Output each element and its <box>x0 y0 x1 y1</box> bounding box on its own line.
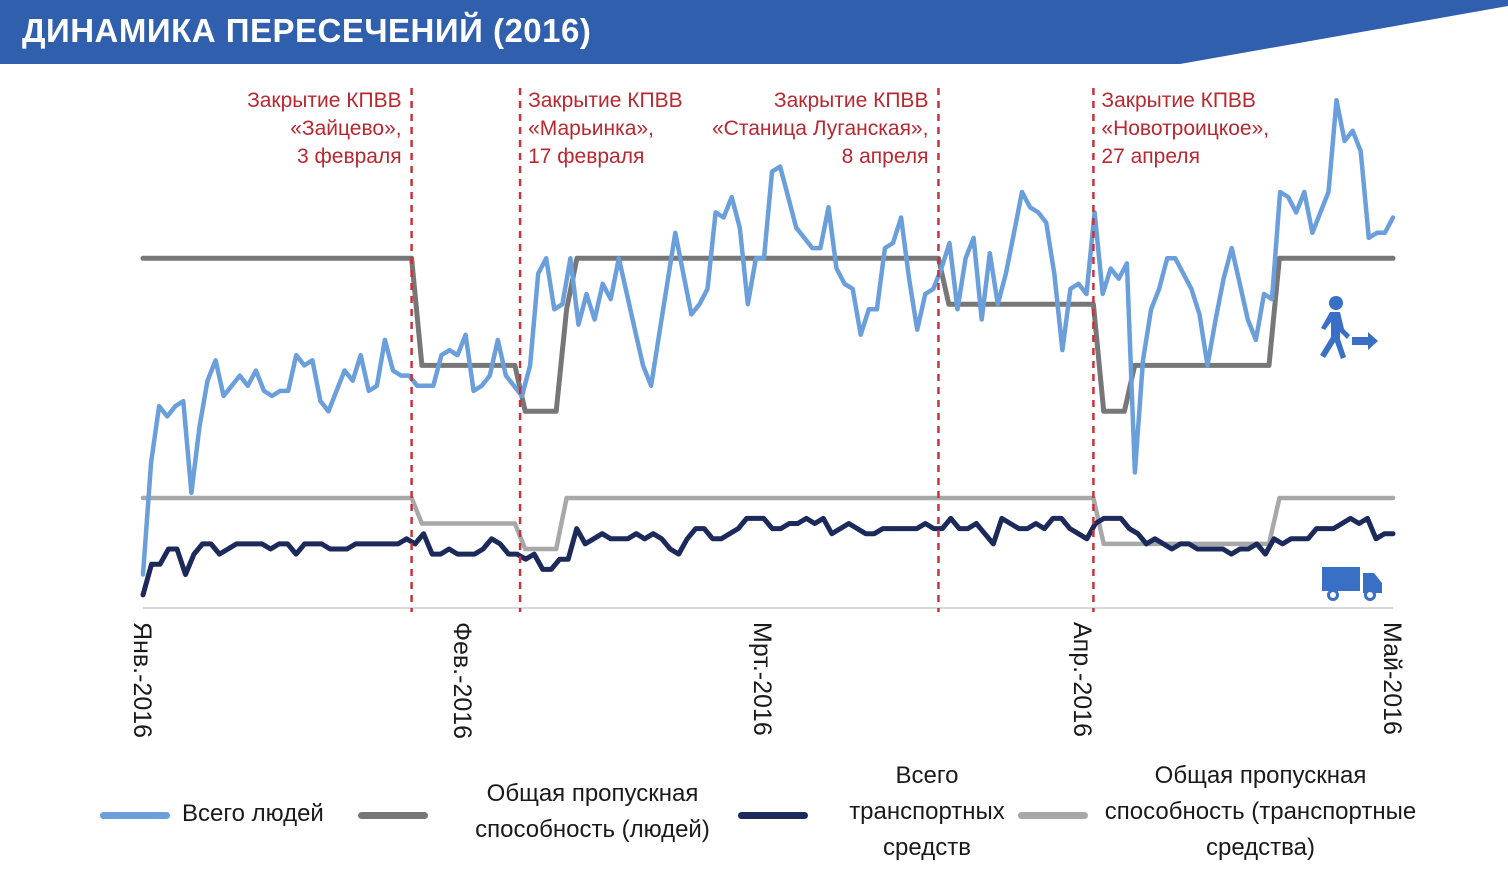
legend-swatch-vehicles-capacity <box>1018 812 1088 819</box>
x-tick-labels: Янв.-2016 Фев.-2016 Мрт.-2016 Апр.-2016 Май-… <box>128 622 1406 739</box>
x-tick-label-1: Янв.-2016 <box>128 622 156 738</box>
series-line-3 <box>140 515 1396 598</box>
event-label-4-line-2: «Новотроицкое», <box>1101 117 1269 140</box>
event-label-4-line-1: Закрытие КПВВ <box>1101 89 1256 112</box>
legend-label-people-capacity: Общая пропускная способность (людей) <box>475 780 710 843</box>
event-label-3-line-3: 8 апреля <box>842 145 929 168</box>
person-body <box>1320 312 1350 359</box>
event-label-3-line-1: Закрытие КПВВ <box>774 89 929 112</box>
event-markers: Закрытие КПВВ «Зайцево», 3 февраля Закрытие… <box>247 88 1269 612</box>
person-walking-arrow-icon <box>1320 296 1378 359</box>
x-tick-label-5: Май-2016 <box>1378 622 1406 735</box>
truck-cab <box>1363 573 1382 593</box>
series-line-2 <box>140 255 1396 414</box>
legend-swatch-vehicles <box>738 812 808 819</box>
x-tick-label-2: Фев.-2016 <box>448 622 476 739</box>
event-label-2-line-2: «Марьинка», <box>528 117 654 140</box>
person-head <box>1329 296 1343 310</box>
legend-label-vehicles-capacity: Общая пропускная способность (транспортн… <box>1104 762 1417 861</box>
legend-swatch-people-capacity <box>358 812 428 819</box>
legend-swatch-people <box>100 812 170 819</box>
legend-label-vehicles: Всего транспортных средств <box>849 762 1005 861</box>
title-banner-shape <box>0 0 1508 64</box>
event-label-2-line-1: Закрытие КПВВ <box>528 89 683 112</box>
event-label-1-line-1: Закрытие КПВВ <box>247 89 402 112</box>
truck-icon <box>1322 567 1382 601</box>
truck-wheel-front <box>1364 589 1376 601</box>
series-line-4 <box>140 495 1396 552</box>
event-label-2-line-3: 17 февраля <box>528 145 644 168</box>
event-label-3-line-2: «Станица Луганская», <box>712 117 928 140</box>
series-line-1 <box>140 97 1396 577</box>
x-tick-label-3: Мрт.-2016 <box>748 622 776 736</box>
title-banner <box>0 0 1508 64</box>
x-tick-label-4: Апр.-2016 <box>1068 622 1096 737</box>
event-label-4-line-3: 27 апреля <box>1101 145 1200 168</box>
chart-title: ДИНАМИКА ПЕРЕСЕЧЕНИЙ (2016) <box>22 12 592 49</box>
legend-label-people: Всего людей <box>182 800 324 827</box>
arrow-right <box>1352 332 1378 350</box>
truck-wheel-rear <box>1327 589 1339 601</box>
truck-cargo <box>1322 567 1360 591</box>
event-label-1-line-3: 3 февраля <box>297 145 402 168</box>
event-label-1-line-2: «Зайцево», <box>290 117 401 140</box>
chart-series <box>140 97 1396 598</box>
